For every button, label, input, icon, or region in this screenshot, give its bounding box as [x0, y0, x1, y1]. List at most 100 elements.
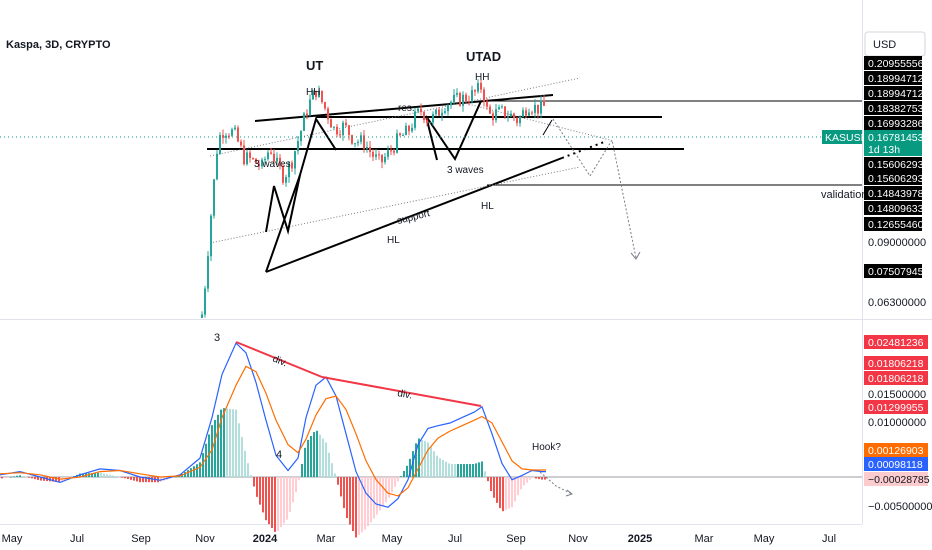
macd-tag[interactable]: 0.01299955: [864, 400, 928, 414]
histogram-bar: [499, 477, 501, 509]
candle-body: [258, 163, 260, 167]
histogram-bar: [475, 463, 477, 477]
candle-body: [267, 152, 269, 160]
currency-button[interactable]: USD: [864, 31, 926, 57]
macd-tag[interactable]: 0.01806218: [864, 371, 928, 385]
histogram-bar: [223, 408, 225, 477]
div-label-1: div.: [271, 354, 289, 370]
price-tag[interactable]: 0.18994712: [864, 71, 924, 85]
histogram-bar: [55, 477, 57, 482]
macd-tag-value: 0.00098118: [868, 459, 923, 471]
histogram-bar: [346, 477, 348, 519]
histogram-bar: [304, 447, 306, 477]
price-tag[interactable]: 0.12655460: [864, 217, 924, 231]
histogram-bar: [94, 472, 96, 477]
histogram-bar: [517, 477, 519, 496]
histogram-bar: [34, 477, 36, 480]
histogram-bar: [523, 477, 525, 486]
price-tag[interactable]: 0.07507945: [864, 264, 924, 278]
candle-body: [489, 106, 491, 114]
histogram-bar: [295, 477, 297, 493]
divergence-line-1[interactable]: [235, 341, 323, 378]
histogram-bar: [490, 477, 492, 491]
histogram-bar: [7, 477, 9, 478]
price-tag[interactable]: 0.14843978: [864, 186, 924, 200]
price-tag[interactable]: 0.18994712: [864, 86, 924, 100]
price-tag-bg: [864, 71, 922, 85]
candle-body: [471, 90, 473, 102]
candle-body: [540, 100, 542, 114]
price-tag-value: 0.15606293: [868, 159, 924, 171]
candle-body: [264, 159, 266, 161]
price-tag[interactable]: 0.16993286: [864, 116, 924, 130]
macd-tag-bg: [864, 371, 928, 385]
price-tag[interactable]: 0.15606293: [864, 157, 924, 171]
candle-body: [201, 314, 203, 318]
price-tag-bg: [864, 56, 922, 70]
price-axis[interactable]: 0.20955556 0.18994712 0.18994712 0.18382753…: [822, 56, 926, 309]
price-tag[interactable]: 0.20955556: [864, 56, 924, 70]
histogram-bar: [175, 476, 177, 478]
support-line[interactable]: [265, 157, 563, 273]
wave-path-right[interactable]: [425, 100, 482, 162]
candle-body: [432, 113, 434, 123]
candle-body: [468, 101, 470, 103]
wave-path-left[interactable]: [265, 174, 301, 235]
candle-body: [501, 106, 503, 108]
wave-path-up[interactable]: [265, 116, 337, 273]
candle-body: [204, 288, 206, 315]
candle-body: [438, 109, 440, 116]
price-tag[interactable]: 0.14809633: [864, 201, 924, 215]
histogram-bar: [361, 477, 363, 533]
histogram-bar: [91, 473, 93, 477]
divergence-lines[interactable]: [235, 341, 574, 497]
histogram-bar: [541, 477, 543, 480]
candle-body: [447, 105, 449, 112]
macd-axis[interactable]: 0.02481236 0.01806218 0.01806218 0.01299955…: [864, 335, 932, 513]
candle-body: [504, 106, 506, 117]
time-axis[interactable]: May Jul Sep Nov 2024 Mar May Jul Sep Nov 2025 Mar Ma…: [2, 533, 836, 545]
channel-top[interactable]: [209, 77, 581, 157]
trend-lines[interactable]: [207, 77, 862, 273]
histogram-bar: [427, 442, 429, 477]
histogram-bar: [25, 476, 27, 478]
candle-body: [435, 109, 437, 114]
candle-body: [450, 101, 452, 106]
macd-tag[interactable]: 0.02481236: [864, 335, 928, 349]
price-tag[interactable]: 0.18382753: [864, 101, 924, 115]
candle-body: [411, 127, 413, 132]
wave4-label: 4: [276, 449, 282, 461]
time-axis-tick: 2024: [253, 533, 278, 545]
price-tag[interactable]: 0.15606293: [864, 171, 924, 185]
macd-tag[interactable]: 0.01806218: [864, 356, 928, 370]
macd-tag[interactable]: −0.00028785: [864, 472, 930, 486]
histogram-bar: [286, 477, 288, 520]
candle-body: [228, 135, 230, 137]
candle-body: [231, 129, 233, 136]
symbol-tag-bg: [822, 130, 862, 144]
candle-body: [216, 153, 218, 180]
histogram-bar: [466, 464, 468, 477]
histogram-bar: [307, 439, 309, 477]
histogram-bar: [124, 477, 126, 479]
macd-tag[interactable]: 0.00126903: [864, 443, 928, 457]
candle-body: [543, 100, 545, 106]
histogram-bar: [319, 434, 321, 477]
histogram-bar: [190, 468, 192, 477]
histogram-bar: [184, 472, 186, 477]
histogram-bar: [325, 442, 327, 477]
candle-body: [225, 135, 227, 138]
histogram-bar: [220, 409, 222, 477]
histogram-bar: [478, 462, 480, 477]
candle-body: [510, 113, 512, 117]
divergence-line-2[interactable]: [321, 376, 482, 407]
macd-tag[interactable]: 0.00098118: [864, 457, 928, 471]
histogram-bar: [259, 477, 261, 505]
wave3-label: 3: [214, 332, 220, 344]
macd-tag-value: 0.01806218: [868, 358, 924, 370]
candle-body: [354, 143, 356, 145]
support-projection[interactable]: [561, 141, 605, 159]
histogram-bar: [367, 477, 369, 527]
